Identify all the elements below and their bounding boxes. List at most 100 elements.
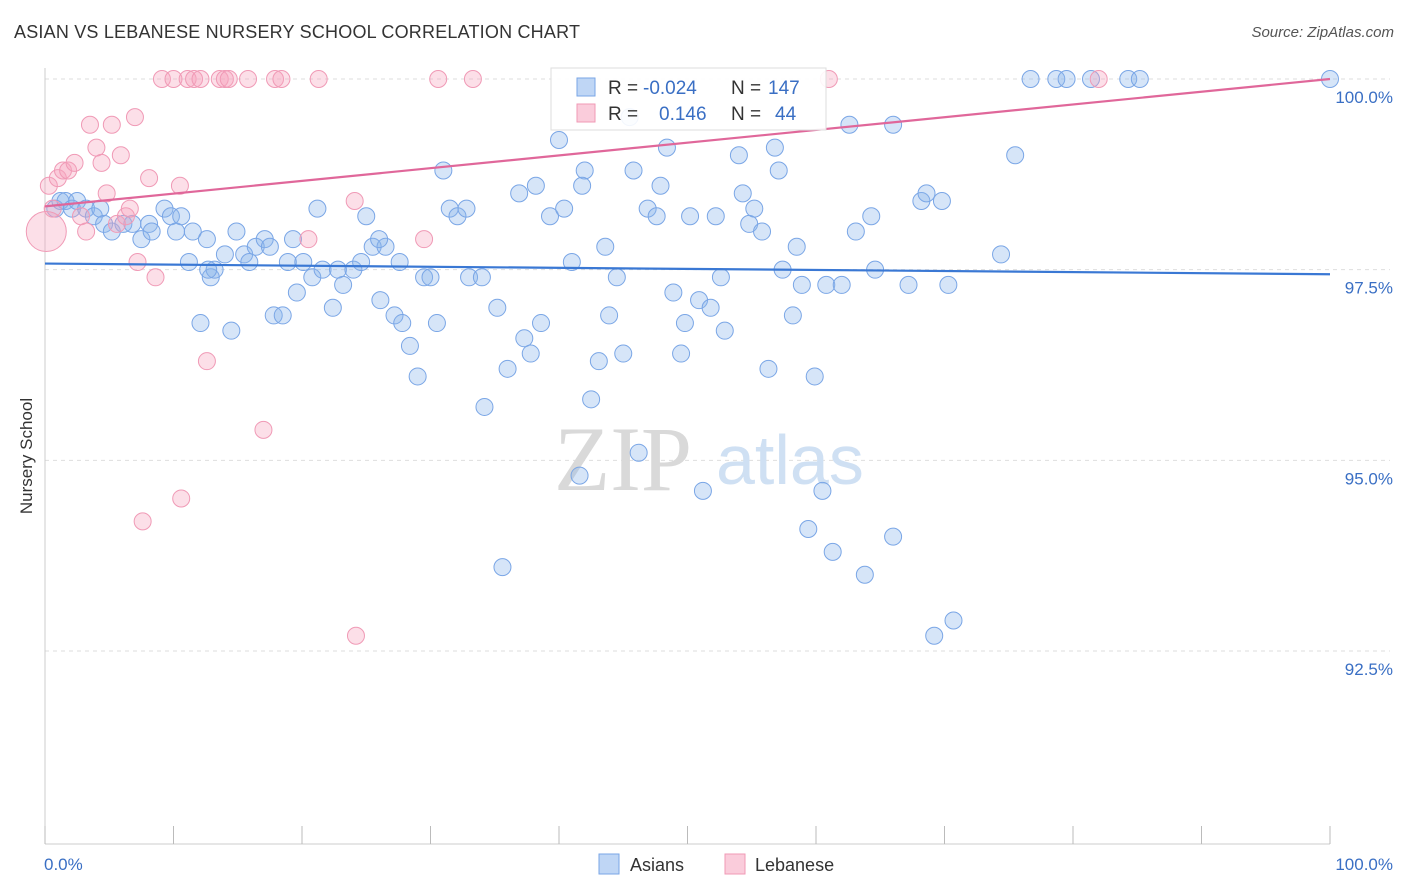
data-point (769, 161, 788, 180)
data-point (475, 397, 494, 416)
data-point (172, 489, 191, 508)
stats-n-label-lebanese: N = (731, 104, 761, 125)
x-tick-label: 100.0% (1335, 855, 1393, 874)
data-point (197, 230, 216, 249)
data-point (227, 222, 246, 241)
data-point (197, 352, 216, 371)
x-tick-label: 0.0% (44, 855, 83, 874)
data-point (246, 237, 265, 256)
data-point (167, 222, 186, 241)
data-point (1047, 70, 1066, 88)
data-point (334, 275, 353, 294)
y-tick-labels: 100.0% 97.5% 95.0% 92.5% (1335, 88, 1393, 679)
data-point (415, 230, 434, 249)
data-point (792, 275, 811, 294)
data-point (164, 70, 183, 88)
data-point (91, 199, 110, 218)
data-point (1130, 70, 1149, 88)
legend-item-lebanese[interactable]: Lebanese (724, 853, 834, 875)
data-point (39, 176, 58, 195)
data-point (65, 153, 84, 172)
legend-swatch-asians (598, 853, 620, 875)
data-point (390, 253, 409, 272)
data-point (299, 230, 318, 249)
data-point (400, 336, 419, 355)
data-point (71, 207, 90, 226)
data-point (429, 70, 448, 88)
data-point (323, 298, 342, 317)
data-point (178, 70, 197, 88)
data-point (239, 70, 258, 88)
data-point (651, 176, 670, 195)
data-point (219, 70, 238, 88)
data-point (765, 138, 784, 157)
stats-swatch-asians (576, 77, 596, 97)
watermark-zip: ZIP (554, 408, 692, 510)
grid-lines (45, 78, 1390, 652)
data-point (472, 268, 491, 287)
stats-r-label-lebanese: R = (608, 104, 638, 125)
legend-swatch-lebanese (724, 853, 746, 875)
data-point (92, 153, 111, 172)
data-point (102, 115, 121, 134)
data-point (884, 115, 903, 134)
data-point (278, 253, 297, 272)
data-point (1081, 70, 1100, 88)
data-point (624, 161, 643, 180)
data-point (596, 237, 615, 256)
data-point (582, 390, 601, 409)
data-point (638, 199, 657, 218)
x-tick-labels: 0.0% 100.0% (44, 855, 1393, 874)
data-point (570, 466, 589, 485)
data-point (191, 314, 210, 333)
y-tick-label: 97.5% (1345, 279, 1393, 298)
chart-title: ASIAN VS LEBANESE NURSERY SCHOOL CORRELA… (14, 22, 581, 42)
data-point (313, 260, 332, 279)
stats-swatch-lebanese (576, 103, 596, 123)
data-point (287, 283, 306, 302)
data-point (532, 314, 551, 333)
data-point (783, 306, 802, 325)
data-point (657, 138, 676, 157)
data-point (573, 176, 592, 195)
data-point (272, 70, 291, 88)
watermark: ZIP atlas (554, 408, 864, 510)
data-point (328, 260, 347, 279)
data-point (488, 298, 507, 317)
data-point (526, 176, 545, 195)
legend: Asians Lebanese (598, 853, 834, 875)
data-point (706, 207, 725, 226)
data-point (183, 222, 202, 241)
data-point (393, 314, 412, 333)
data-point (260, 237, 279, 256)
data-point (939, 275, 958, 294)
data-point (128, 253, 147, 272)
data-point (589, 352, 608, 371)
data-point (172, 207, 191, 226)
data-point (363, 237, 382, 256)
stats-n-value-asians: 147 (768, 78, 800, 99)
data-point (647, 207, 666, 226)
legend-item-asians[interactable]: Asians (598, 853, 684, 875)
trend-line-asians (44, 262, 1331, 276)
data-point (675, 314, 694, 333)
data-point (862, 207, 881, 226)
y-tick-label: 95.0% (1345, 469, 1393, 488)
data-point (87, 138, 106, 157)
data-point (521, 344, 540, 363)
stats-n-label-asians: N = (731, 78, 761, 99)
data-point (215, 70, 234, 88)
data-point (376, 237, 395, 256)
data-point (1089, 70, 1108, 88)
data-point (308, 199, 327, 218)
data-point (463, 70, 482, 88)
trend-line-lebanese (44, 77, 1331, 208)
data-point (80, 115, 99, 134)
data-point (944, 611, 963, 630)
data-point (303, 268, 322, 287)
data-point (498, 359, 517, 378)
data-point (681, 207, 700, 226)
data-point (1021, 70, 1040, 88)
data-point (562, 253, 581, 272)
data-point (111, 146, 130, 165)
